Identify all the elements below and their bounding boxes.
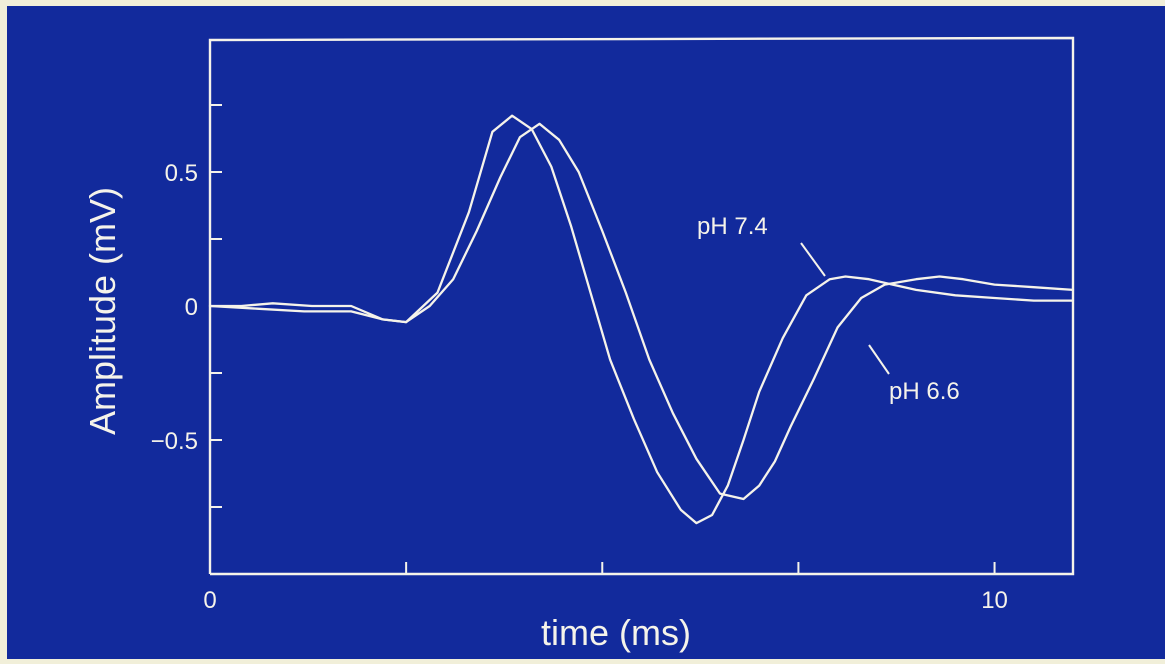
series-annotation-label: pH 7.4 — [697, 213, 768, 240]
annotation-leader — [868, 344, 890, 375]
series-layer — [208, 114, 1075, 525]
x-tick-label: 0 — [203, 587, 216, 614]
series-line-ph-7-4 — [208, 114, 1075, 525]
y-tick-label: 0 — [185, 294, 198, 321]
axes — [208, 36, 1075, 576]
annotation-layer: pH 7.4 pH 6.6 — [697, 213, 960, 405]
x-axis-title: time (ms) — [541, 612, 691, 653]
plot-frame — [208, 36, 1075, 576]
tick-labels: −0.5 0 0.5 0 10 — [151, 160, 1008, 614]
x-tick-label: 10 — [981, 587, 1008, 614]
y-tick-label: 0.5 — [165, 160, 198, 187]
ticks — [209, 104, 996, 575]
y-tick-label: −0.5 — [151, 428, 198, 455]
chart-frame: −0.5 0 0.5 0 10 pH 7.4 pH 6.6 Amplitude (mV) … — [7, 6, 1165, 659]
series-line-ph-6-6 — [208, 122, 1075, 501]
line-chart: −0.500.50 10 pH 7.4pH 6.6 Amplitude (mV) … — [82, 36, 1075, 653]
series-annotation-label: pH 6.6 — [889, 378, 960, 405]
y-axis-title: Amplitude (mV) — [82, 187, 123, 435]
annotation-leader — [800, 242, 826, 277]
